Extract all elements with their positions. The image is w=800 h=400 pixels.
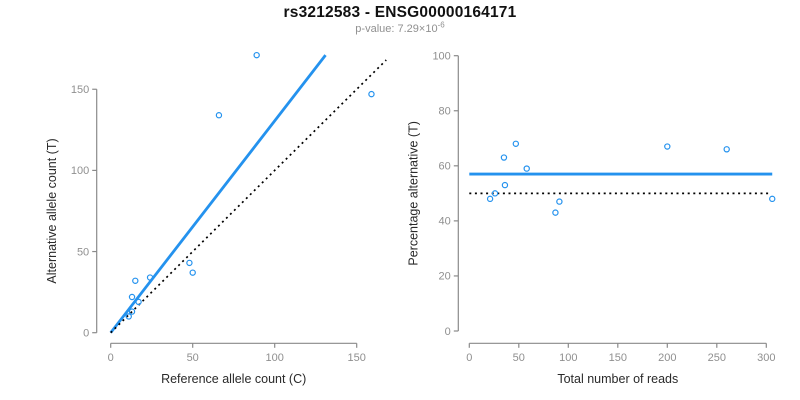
data-point [556, 198, 563, 205]
data-point [125, 313, 132, 320]
data-point [500, 154, 508, 161]
data-point [186, 259, 193, 267]
y-tick-label: 0 [445, 326, 451, 338]
x-tick-label: 150 [348, 352, 366, 364]
y-tick-label: 100 [71, 165, 89, 177]
x-tick-label: 300 [757, 352, 775, 364]
data-point [146, 274, 154, 281]
x-tick-label: 250 [708, 352, 726, 364]
data-point [501, 181, 509, 189]
x-tick-label: 50 [187, 352, 199, 364]
data-point [128, 293, 136, 301]
data-point [769, 195, 776, 203]
page-title: rs3212583 - ENSG00000164171 [283, 4, 517, 21]
x-axis-title: Total number of reads [557, 372, 678, 386]
x-axis-title: Reference allele count (C) [161, 372, 306, 386]
data-point [253, 51, 260, 59]
y-axis-title: Percentage alternative (T) [407, 121, 421, 266]
y-axis-title: Alternative allele count (T) [45, 138, 59, 283]
data-point [135, 298, 142, 306]
data-point [368, 90, 375, 98]
y-tick-label: 80 [439, 106, 451, 118]
data-point [523, 165, 530, 172]
data-point [132, 277, 139, 284]
y-tick-label: 40 [439, 216, 451, 228]
regression-line [109, 54, 327, 334]
x-tick-label: 150 [609, 352, 627, 364]
y-tick-label: 0 [83, 328, 89, 340]
y-tick-label: 100 [432, 51, 450, 63]
y-tick-label: 20 [439, 271, 451, 283]
x-tick-label: 100 [266, 352, 284, 364]
identity-line [110, 59, 387, 334]
y-tick-label: 150 [71, 84, 89, 96]
data-point [486, 195, 494, 203]
data-point [512, 140, 520, 147]
data-point [491, 190, 499, 197]
pvalue-prefix: p-value: [355, 23, 398, 35]
right-scatter-plot: 0 50 100 150 200 250 300 0 20 40 60 80 100 Total numb… [407, 51, 776, 387]
pvalue-subtitle: p-value: 7.29×10-6 [0, 20, 800, 35]
data-point [128, 308, 136, 315]
y-tick-label: 50 [77, 246, 89, 258]
y-tick-label: 60 [439, 161, 451, 173]
data-point [552, 209, 559, 216]
data-point [215, 112, 223, 119]
data-point [664, 143, 671, 150]
x-tick-label: 100 [559, 352, 577, 364]
x-tick-label: 0 [466, 352, 472, 364]
left-scatter-plot: 0 50 100 150 0 50 100 150 Reference allele count… [45, 51, 387, 386]
x-tick-label: 50 [513, 352, 525, 364]
pvalue-base: 7.29×10 [397, 23, 438, 35]
data-point [723, 146, 730, 153]
pvalue-exponent: -6 [437, 20, 445, 30]
x-tick-label: 0 [108, 352, 114, 364]
x-tick-label: 200 [658, 352, 676, 364]
data-point [189, 269, 196, 276]
